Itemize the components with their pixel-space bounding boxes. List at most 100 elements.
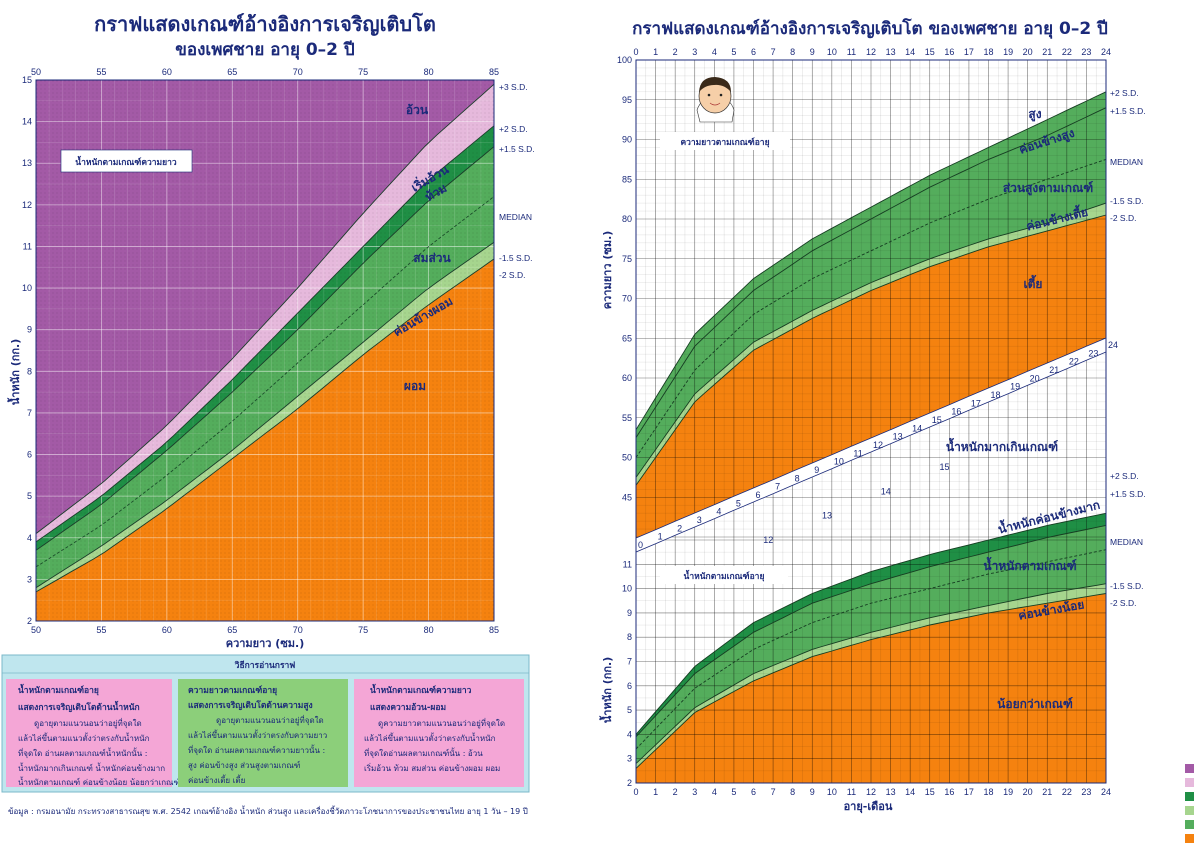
month-tick-label: 17 [964, 47, 974, 57]
length-series-line [635, 91, 1107, 430]
month-tick-label: 8 [790, 787, 795, 797]
month-tick-label: 20 [1023, 47, 1033, 57]
length-sd-plus2: +2 S.D. [1110, 88, 1139, 98]
month-tick-label: 6 [751, 47, 756, 57]
x-tick-label: 65 [227, 67, 237, 77]
month-tick-label: 15 [925, 47, 935, 57]
diagonal-month-label: 13 [893, 432, 903, 442]
x-tick-label: 80 [424, 67, 434, 77]
diagonal-month-label: 15 [932, 415, 942, 425]
left-ylabel: น้ำหนัก (กก.) [7, 339, 22, 406]
diagonal-month-label: 17 [971, 398, 981, 408]
howto-col2-line: แล้วไล่ขึ้นตามแนวตั้งว่าตรงกับความยาว [188, 729, 327, 740]
diagonal-month-label: 11 [853, 448, 862, 458]
right-ylabel-length: ความยาว (ซม.) [601, 231, 614, 310]
weight-sd-plus15: +1.5 S.D. [1110, 489, 1146, 499]
weight-sd-median: MEDIAN [1110, 537, 1143, 547]
weight-series-line [635, 524, 1107, 738]
length-series-line [635, 214, 1107, 486]
x-tick-label: 80 [424, 625, 434, 635]
y-tick-label: 8 [27, 366, 32, 376]
month-tick-label: 16 [944, 787, 954, 797]
weight-tick-label: 5 [627, 705, 632, 715]
diagonal-month-label: 7 [775, 482, 780, 492]
weight-series-line [635, 549, 1107, 750]
y-tick-label: 12 [22, 200, 32, 210]
diagonal-month-label: 6 [756, 490, 761, 500]
length-tick-label: 75 [622, 254, 632, 264]
length-weight-for-age-chart: 0123456789101112131415161718192021222324… [617, 47, 1118, 797]
length-tick-label: 65 [622, 333, 632, 343]
month-tick-label: 7 [771, 47, 776, 57]
weight-tick-label: 3 [627, 754, 632, 764]
y-tick-label: 2 [27, 616, 32, 626]
y-tick-label: 7 [27, 408, 32, 418]
month-tick-label: 9 [810, 47, 815, 57]
weight-for-age-label: น้ำหนักตามเกณฑ์อายุ [684, 569, 765, 582]
month-tick-label: 18 [983, 787, 993, 797]
left-xlabel: ความยาว (ซม.) [226, 637, 305, 650]
y-tick-label: 5 [27, 491, 32, 501]
month-tick-label: 2 [673, 787, 678, 797]
right-title: กราฟแสดงเกณฑ์อ้างอิงการเจริญเติบโต ของเพ… [632, 18, 1108, 39]
y-tick-label: 10 [22, 283, 32, 293]
series-line [36, 196, 494, 568]
weight-series-line [635, 583, 1107, 764]
x-tick-label: 50 [31, 625, 41, 635]
weight-tick-label: 2 [627, 778, 632, 788]
right-plot-frame [635, 59, 1107, 784]
month-tick-label: 0 [633, 787, 638, 797]
month-tick-label: 24 [1101, 787, 1111, 797]
month-tick-label: 5 [731, 787, 736, 797]
month-tick-label: 12 [866, 787, 876, 797]
month-tick-label: 1 [653, 47, 658, 57]
length-tick-label: 95 [622, 95, 632, 105]
howto-col2-line: สูง ค่อนข้างสูง ส่วนสูงตามเกณฑ์ [188, 760, 300, 771]
length-tick-label: 50 [622, 453, 632, 463]
month-tick-label: 20 [1023, 787, 1033, 797]
series-line [36, 241, 494, 589]
x-tick-label: 55 [96, 67, 106, 77]
legend-swatch [1185, 834, 1194, 843]
length-tick-label: 60 [622, 373, 632, 383]
length-sd-plus15: +1.5 S.D. [1110, 106, 1146, 116]
band-rather-tall [636, 91, 1106, 438]
howto-col2-line: ค่อนข้างเตี้ย เตี้ย [188, 774, 245, 785]
month-tick-label: 10 [827, 47, 837, 57]
howto-col3-line: ดูความยาวตามแนวนอนว่าอยู่ที่จุดใด [378, 717, 505, 729]
y-tick-label: 6 [27, 450, 32, 460]
left-sd-median: MEDIAN [499, 212, 532, 222]
length-tick-label: 80 [622, 214, 632, 224]
howto-col3-title: น้ำหนักตามเกณฑ์ความยาว [370, 683, 472, 696]
month-tick-label: 22 [1062, 787, 1072, 797]
series-line [36, 125, 494, 543]
weight-tick-label: 8 [627, 632, 632, 642]
weight-sd-minus15: -1.5 S.D. [1110, 581, 1144, 591]
y-tick-label: 13 [22, 158, 32, 168]
y-tick-label: 11 [23, 241, 32, 251]
x-tick-label: 70 [293, 67, 303, 77]
x-tick-label: 55 [96, 625, 106, 635]
weight-tick-label: 7 [627, 657, 632, 667]
month-tick-label: 19 [1003, 47, 1013, 57]
diagonal-month-label: 21 [1049, 365, 1059, 375]
weight-for-length-label: น้ำหนักตามเกณฑ์ความยาว [75, 155, 177, 168]
zone-normal-height: ส่วนสูงตามเกณฑ์ [1003, 181, 1093, 196]
month-tick-label: 21 [1042, 47, 1052, 57]
length-for-age-label: ความยาวตามเกณฑ์อายุ [680, 137, 769, 148]
left-sd-plus3: +3 S.D. [499, 82, 528, 92]
howto-col1-line: ดูอายุตามแนวนอนว่าอยู่ที่จุดใด [34, 717, 142, 729]
diagonal-month-label: 18 [991, 390, 1001, 400]
diagonal-month-label: 8 [795, 473, 800, 483]
howto-col3-subtitle: แสดงความอ้วน-ผอม [370, 702, 446, 713]
diagonal-month-label: 10 [834, 457, 844, 467]
legend-swatch [1185, 778, 1194, 787]
diagonal-month-label: 22 [1069, 357, 1079, 367]
diagonal-month-label: 19 [1010, 382, 1020, 392]
weight-series-line [635, 512, 1107, 735]
left-title-line2: ของเพศชาย อายุ 0–2 ปี [175, 39, 355, 60]
weight-sd-plus2: +2 S.D. [1110, 471, 1139, 481]
month-tick-label: 18 [983, 47, 993, 57]
legend-swatch [1185, 764, 1194, 773]
zone-proportional: สมส่วน [413, 251, 451, 265]
